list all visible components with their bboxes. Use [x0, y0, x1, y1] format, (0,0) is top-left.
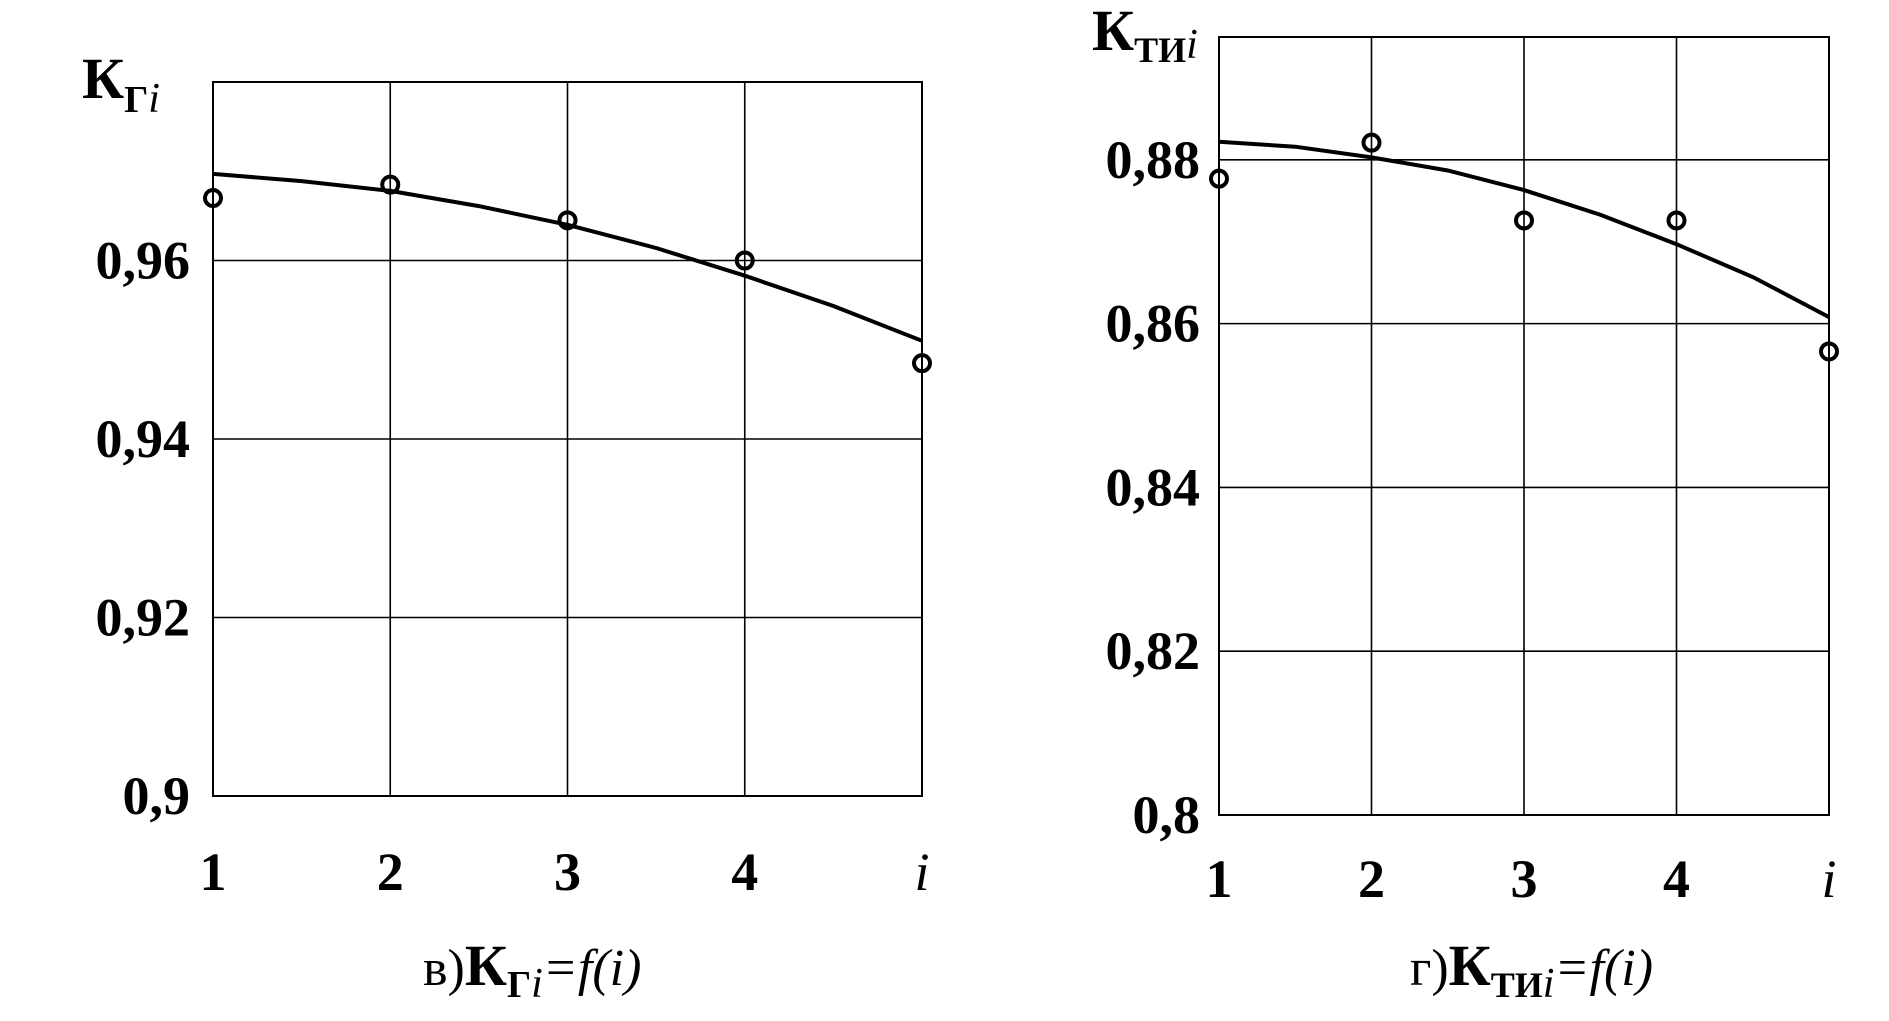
chart-kti-trend-line — [1218, 139, 1830, 319]
chart-kti-frame — [1218, 36, 1830, 816]
chart-kti-x-tick: i — [1821, 849, 1836, 909]
chart-kg-x-tick: 4 — [731, 842, 758, 902]
chart-kti-x-tick: 1 — [1206, 849, 1233, 909]
chart-kti-x-tick: 4 — [1663, 849, 1690, 909]
chart-kti-data-point — [1666, 210, 1687, 231]
chart-kg-y-tick: 0,96 — [96, 231, 191, 291]
chart-kg-data-point — [203, 188, 223, 209]
chart-kti-marks — [1209, 132, 1839, 362]
chart-kti-ticks: 0,8 0,82 0,84 0,86 0,88 1 2 3 4 i — [1106, 130, 1837, 909]
chart-kg-y-tick: 0,92 — [96, 588, 191, 648]
chart-kti-y-label: КТИi — [1092, 0, 1198, 70]
chart-kg-trend-line — [212, 171, 923, 343]
chart-kg-x-tick: 2 — [377, 842, 404, 902]
chart-kg-caption: в)КГi=f(i) — [423, 933, 641, 1007]
chart-kti-x-tick: 2 — [1358, 849, 1385, 909]
chart-kg-data-point — [734, 250, 755, 271]
chart-kti-data-point — [1361, 132, 1382, 153]
chart-kg: 0,9 0,92 0,94 0,96 1 2 3 4 i КГi в)КГi=f(i) — [82, 46, 932, 1007]
chart-kti-data-point — [1819, 341, 1839, 362]
chart-kti-y-tick: 0,84 — [1106, 457, 1201, 517]
chart-kti-y-tick: 0,88 — [1106, 130, 1201, 190]
chart-kg-y-tick: 0,9 — [123, 766, 191, 826]
chart-kti-data-point — [1209, 168, 1229, 189]
chart-kg-data-point — [557, 210, 578, 231]
chart-kg-ticks: 0,9 0,92 0,94 0,96 1 2 3 4 i — [96, 231, 930, 903]
chart-kti-data-point — [1514, 210, 1534, 231]
chart-kti-y-tick: 0,82 — [1106, 621, 1201, 681]
chart-kti-y-tick: 0,8 — [1133, 785, 1201, 845]
chart-kti-y-tick: 0,86 — [1106, 294, 1201, 354]
chart-kg-y-label: КГi — [82, 46, 160, 122]
chart-kti-caption: г)КТИi=f(i) — [1410, 933, 1653, 1007]
chart-kg-marks — [203, 171, 932, 374]
chart-kg-x-tick: i — [914, 842, 929, 902]
chart-kg-x-tick: 1 — [200, 842, 227, 902]
chart-kg-grid — [212, 81, 923, 797]
chart-kti-grid — [1218, 36, 1830, 816]
chart-kg-data-point — [912, 353, 932, 374]
chart-kg-x-tick: 3 — [554, 842, 581, 902]
chart-kg-y-tick: 0,94 — [96, 409, 191, 469]
chart-kg-data-point — [380, 174, 401, 195]
chart-kti-x-tick: 3 — [1511, 849, 1538, 909]
chart-kg-frame — [212, 81, 923, 797]
chart-kti: 0,8 0,82 0,84 0,86 0,88 1 2 3 4 i КТИi г)КТИi=f(i… — [1092, 0, 1839, 1007]
